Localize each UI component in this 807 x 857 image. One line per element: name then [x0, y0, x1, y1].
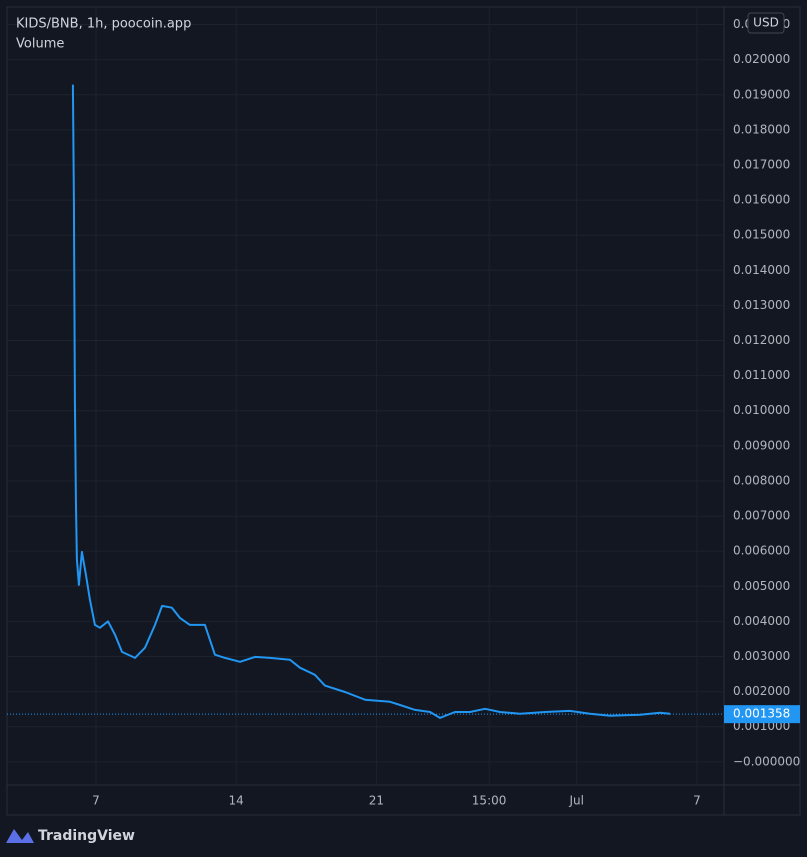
y-tick-label: 0.014000	[733, 263, 790, 277]
y-tick-label: 0.006000	[733, 544, 790, 558]
marks	[7, 84, 724, 719]
x-tick-label: 14	[229, 794, 244, 808]
x-tick-label: Jul	[569, 794, 584, 808]
brand-logo	[6, 829, 34, 843]
y-tick-label: 0.007000	[733, 509, 790, 523]
y-tick-label: 0.003000	[733, 649, 790, 663]
last-price-label: 0.001358	[733, 707, 790, 721]
grid	[7, 7, 724, 785]
x-tick-label: 21	[369, 794, 384, 808]
y-tick-label: 0.009000	[733, 438, 790, 452]
y-tick-label: 0.008000	[733, 473, 790, 487]
y-tick-label: 0.002000	[733, 684, 790, 698]
x-tick-label: 15:00	[472, 794, 507, 808]
y-tick-label: 0.019000	[733, 87, 790, 101]
y-tick-label: 0.010000	[733, 403, 790, 417]
y-tick-label: 0.004000	[733, 614, 790, 628]
y-tick-label: 0.017000	[733, 157, 790, 171]
y-tick-label: 0.020000	[733, 52, 790, 66]
y-tick-label: 0.012000	[733, 333, 790, 347]
y-tick-label: 0.016000	[733, 193, 790, 207]
y-tick-label: 0.005000	[733, 579, 790, 593]
x-tick-label: 7	[693, 794, 701, 808]
currency-button[interactable]	[747, 12, 785, 34]
y-tick-label: 0.013000	[733, 298, 790, 312]
chart-subtitle: Volume	[16, 37, 64, 52]
price-line	[71, 84, 671, 719]
brand-name: TradingView	[38, 828, 135, 844]
y-tick-label: 0.015000	[733, 228, 790, 242]
y-tick-label: −0.000000	[733, 754, 800, 768]
x-tick-label: 7	[92, 794, 100, 808]
labels: −0.0000000.0010000.0020000.0030000.00400…	[92, 17, 800, 807]
chart-title: KIDS/BNB, 1h, poocoin.app	[16, 17, 191, 32]
currency-label[interactable]: USD	[753, 16, 779, 30]
y-tick-label: 0.018000	[733, 122, 790, 136]
y-tick-label: 0.011000	[733, 368, 790, 382]
last-price-box	[724, 705, 800, 724]
